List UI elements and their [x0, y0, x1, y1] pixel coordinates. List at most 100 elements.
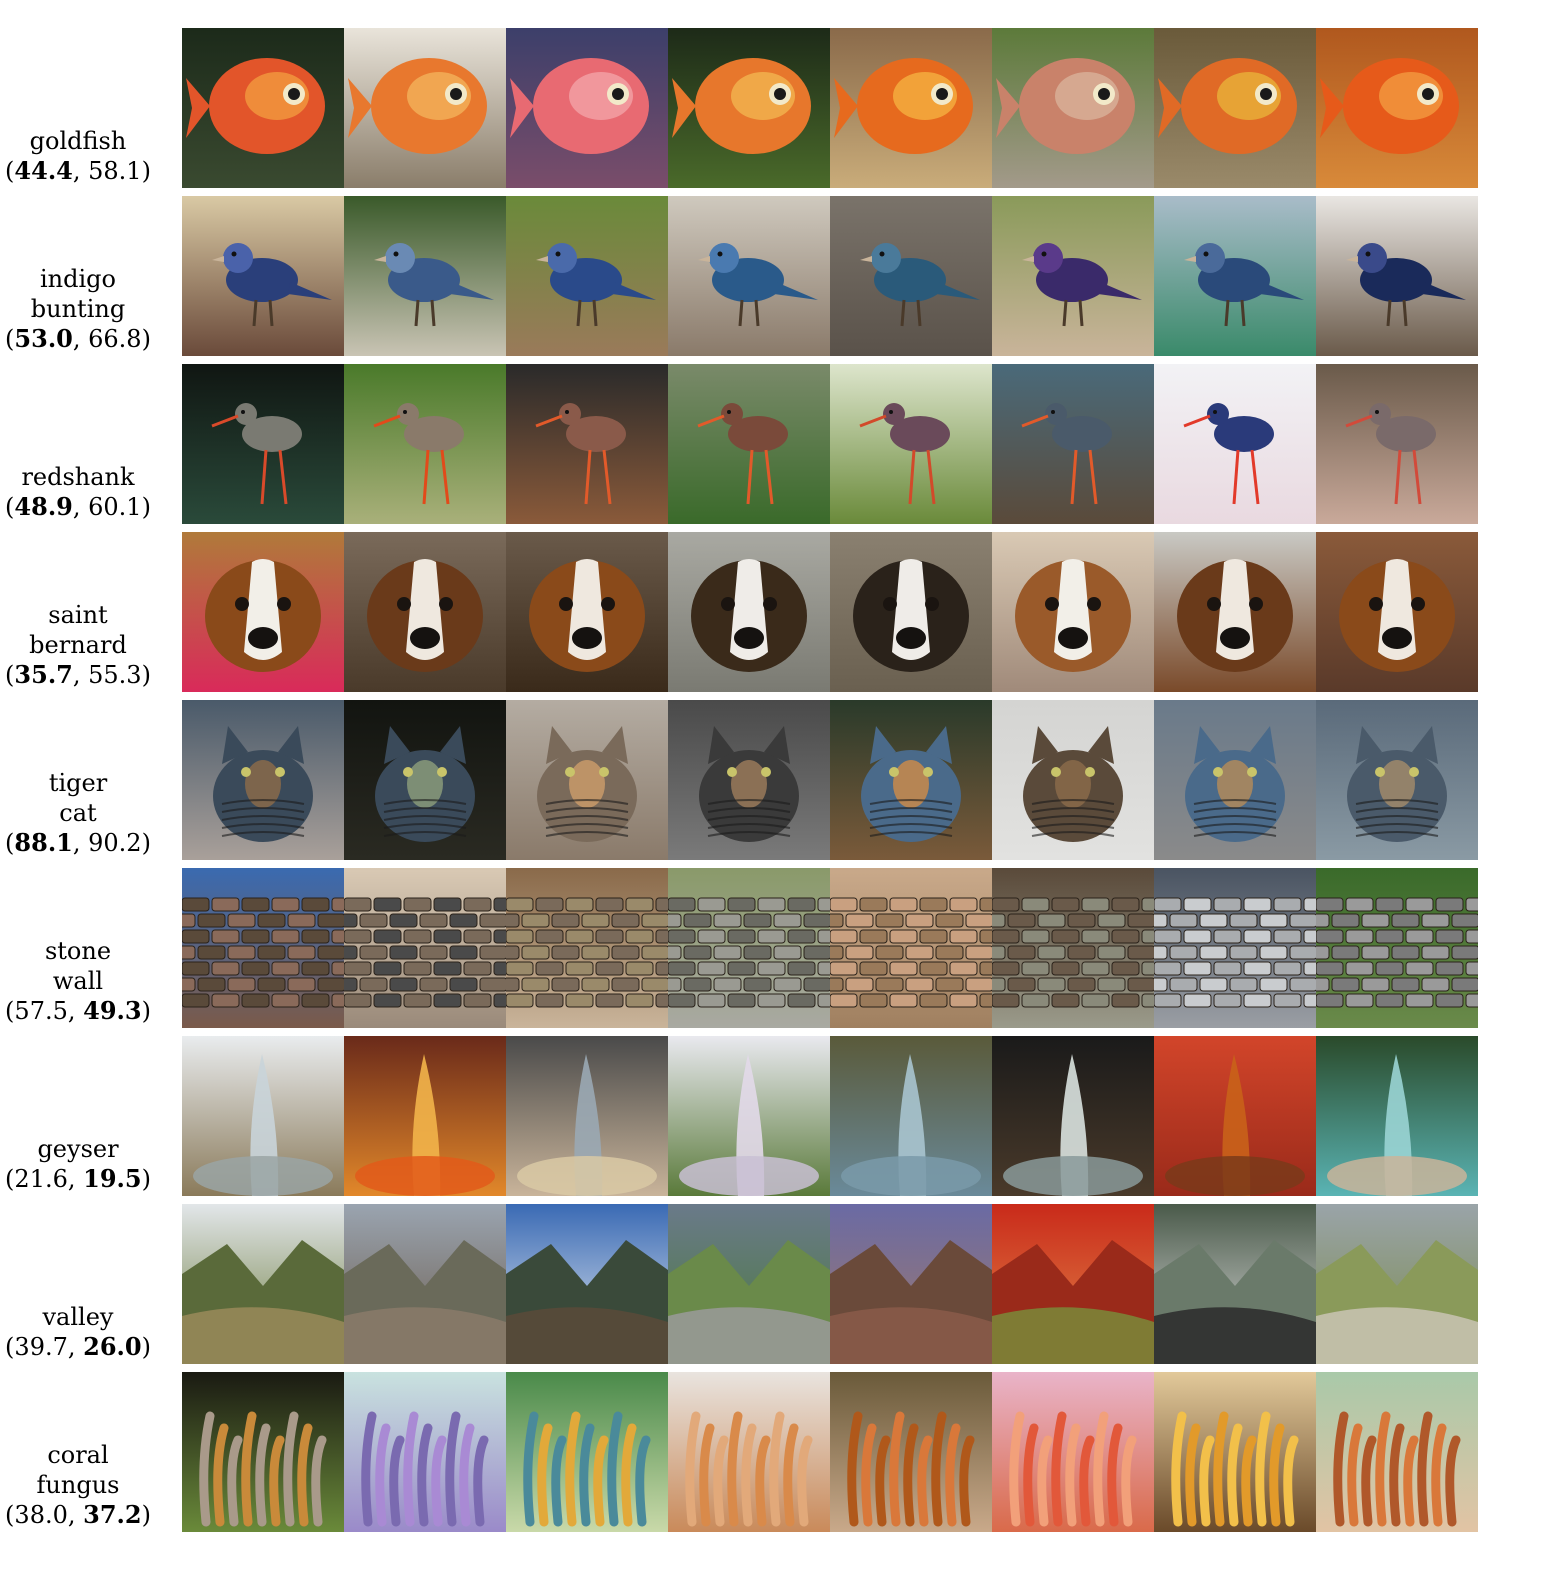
sample-image — [992, 196, 1154, 356]
class-name-line: cat — [59, 799, 97, 827]
class-row: indigo bunting (53.0, 66.8) — [0, 196, 1542, 356]
class-name-line: coral — [47, 1441, 109, 1469]
sample-image — [1154, 1372, 1316, 1532]
sample-image — [830, 1372, 992, 1532]
sample-image — [1316, 1372, 1478, 1532]
class-name-line: valley — [42, 1303, 114, 1331]
sample-image-graphic — [182, 1036, 344, 1196]
sample-image-graphic — [668, 868, 830, 1028]
sample-image-graphic — [506, 868, 668, 1028]
sample-image — [344, 1372, 506, 1532]
sample-image — [1154, 196, 1316, 356]
sample-image-graphic — [182, 868, 344, 1028]
sample-image — [1316, 1204, 1478, 1364]
class-name-line: bunting — [30, 295, 126, 323]
sample-image-graphic — [506, 1204, 668, 1364]
class-row: goldfish (44.4, 58.1) — [0, 28, 1542, 188]
class-row: saint bernard (35.7, 55.3) — [0, 532, 1542, 692]
sample-image — [830, 532, 992, 692]
sample-image-graphic — [1316, 868, 1478, 1028]
sample-image-graphic — [1316, 364, 1478, 524]
sample-image-graphic — [506, 532, 668, 692]
class-label: redshank (48.9, 60.1) — [0, 364, 156, 524]
score-b: 66.8 — [88, 325, 142, 353]
class-label: tiger cat (88.1, 90.2) — [0, 700, 156, 860]
sample-image — [506, 364, 668, 524]
sample-image — [992, 700, 1154, 860]
sample-image-graphic — [668, 1036, 830, 1196]
score-pair: (38.0, 37.2) — [5, 1500, 151, 1529]
sample-image — [668, 700, 830, 860]
sample-image-graphic — [1316, 28, 1478, 188]
score-b: 49.3 — [83, 996, 142, 1025]
sample-image — [1316, 532, 1478, 692]
sample-image-graphic — [668, 364, 830, 524]
sample-image-graphic — [344, 868, 506, 1028]
sample-image-graphic — [344, 1204, 506, 1364]
sample-image-graphic — [344, 532, 506, 692]
sample-image — [344, 532, 506, 692]
sample-image — [182, 28, 344, 188]
sample-image-graphic — [1154, 196, 1316, 356]
sample-image — [1154, 28, 1316, 188]
sample-image — [182, 364, 344, 524]
score-pair: (44.4, 58.1) — [5, 156, 151, 185]
sample-image — [830, 1036, 992, 1196]
sample-image-graphic — [1316, 1036, 1478, 1196]
class-name-line: goldfish — [29, 127, 127, 155]
sample-image — [506, 532, 668, 692]
sample-image-graphic — [668, 1204, 830, 1364]
sample-image-graphic — [1154, 700, 1316, 860]
sample-image-graphic — [668, 700, 830, 860]
score-b: 60.1 — [88, 493, 142, 521]
sample-image — [668, 1204, 830, 1364]
sample-image-graphic — [1316, 1372, 1478, 1532]
sample-image — [1154, 364, 1316, 524]
sample-image — [182, 532, 344, 692]
class-row: stone wall (57.5, 49.3) — [0, 868, 1542, 1028]
sample-image — [182, 196, 344, 356]
class-label: coral fungus (38.0, 37.2) — [0, 1372, 156, 1532]
sample-image-graphic — [992, 868, 1154, 1028]
sample-image-graphic — [344, 1372, 506, 1532]
sample-image — [344, 196, 506, 356]
sample-image-graphic — [344, 196, 506, 356]
sample-image — [1154, 700, 1316, 860]
sample-image-graphic — [506, 700, 668, 860]
sample-image-graphic — [344, 1036, 506, 1196]
sample-image — [992, 1036, 1154, 1196]
sample-image — [1316, 196, 1478, 356]
sample-image — [992, 532, 1154, 692]
sample-image-graphic — [1154, 1036, 1316, 1196]
sample-image — [1154, 1204, 1316, 1364]
score-pair: (39.7, 26.0) — [5, 1332, 151, 1361]
sample-image — [992, 364, 1154, 524]
score-a: 57.5 — [14, 997, 68, 1025]
class-row: geyser (21.6, 19.5) — [0, 1036, 1542, 1196]
sample-image — [1316, 868, 1478, 1028]
sample-image — [668, 1036, 830, 1196]
sample-image — [344, 28, 506, 188]
sample-image — [506, 28, 668, 188]
sample-image — [830, 700, 992, 860]
sample-image-graphic — [668, 196, 830, 356]
sample-image-graphic — [1154, 28, 1316, 188]
sample-image-graphic — [830, 700, 992, 860]
sample-image-graphic — [506, 196, 668, 356]
sample-image — [668, 364, 830, 524]
class-name-line: geyser — [37, 1135, 119, 1163]
score-a: 48.9 — [14, 492, 73, 521]
sample-image — [830, 1204, 992, 1364]
sample-image-graphic — [182, 364, 344, 524]
sample-image — [1154, 868, 1316, 1028]
sample-image — [992, 1204, 1154, 1364]
sample-image-graphic — [182, 1204, 344, 1364]
sample-image — [182, 1036, 344, 1196]
class-label: stone wall (57.5, 49.3) — [0, 868, 156, 1028]
sample-image-graphic — [1316, 196, 1478, 356]
score-a: 38.0 — [14, 1501, 68, 1529]
class-row: tiger cat (88.1, 90.2) — [0, 700, 1542, 860]
sample-image — [992, 28, 1154, 188]
class-row: redshank (48.9, 60.1) — [0, 364, 1542, 524]
